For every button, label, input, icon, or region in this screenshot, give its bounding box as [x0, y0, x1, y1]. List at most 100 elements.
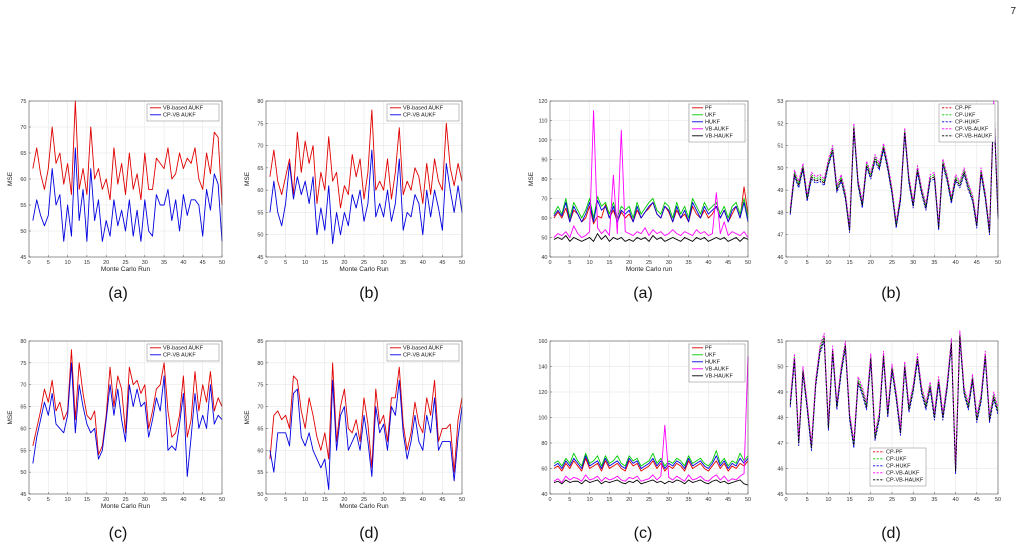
y-tick-label: 100 [538, 416, 547, 422]
series-line-cp-vb-aukf [789, 100, 999, 229]
y-tick-label: 140 [538, 365, 547, 371]
y-tick-label: 47 [777, 233, 783, 239]
x-tick-label: 5 [568, 260, 571, 266]
y-tick-label: 60 [257, 448, 263, 454]
y-tick-label: 85 [257, 339, 263, 345]
x-tick-label: 15 [847, 497, 853, 503]
legend-label: VB-AUKF [705, 127, 729, 133]
x-tick-label: 30 [666, 260, 672, 266]
x-axis-label: Monte Carlo Run [101, 503, 151, 510]
y-tick-label: 55 [20, 448, 26, 454]
y-tick-label: 60 [257, 188, 263, 194]
x-axis-label: Monte Carlo Run [101, 266, 151, 273]
legend-box [386, 343, 460, 362]
x-tick-label: 20 [626, 497, 632, 503]
x-tick-label: 50 [459, 260, 465, 266]
x-tick-label: 15 [84, 260, 90, 266]
legend-box [386, 103, 460, 122]
x-tick-label: 0 [548, 260, 551, 266]
y-tick-label: 70 [257, 405, 263, 411]
x-tick-label: 35 [161, 497, 167, 503]
legend-label: CP-VB AUKF [403, 113, 436, 119]
x-tick-label: 5 [568, 497, 571, 503]
y-tick-label: 80 [257, 361, 263, 367]
x-tick-label: 15 [606, 497, 612, 503]
figure-caption: (a) [633, 285, 653, 302]
x-tick-label: 40 [420, 260, 426, 266]
figure-caption: (a) [108, 285, 128, 302]
x-tick-label: 40 [953, 260, 959, 266]
x-tick-label: 20 [868, 260, 874, 266]
y-tick-label: 55 [257, 210, 263, 216]
x-tick-label: 10 [587, 497, 593, 503]
y-tick-label: 70 [257, 144, 263, 150]
legend-label: VB-HAUKF [705, 134, 733, 140]
x-tick-label: 45 [974, 260, 980, 266]
x-tick-label: 35 [400, 260, 406, 266]
x-tick-label: 10 [825, 497, 831, 503]
y-tick-label: 65 [20, 151, 26, 157]
x-tick-label: 25 [646, 497, 652, 503]
legend-label: VB-based AUKF [163, 346, 204, 352]
y-tick-label: 70 [541, 197, 547, 203]
x-tick-label: 25 [646, 260, 652, 266]
figure-caption: (c) [109, 525, 128, 542]
series-line-vb-aukf [553, 110, 749, 238]
legend-box [146, 343, 220, 362]
x-tick-label: 25 [361, 497, 367, 503]
x-tick-label: 45 [439, 497, 445, 503]
x-tick-label: 30 [381, 497, 387, 503]
x-tick-label: 35 [686, 497, 692, 503]
y-tick-label: 50 [257, 492, 263, 498]
legend-label: CP-PF [955, 106, 972, 112]
x-axis-label: Monte Carlo Run [339, 503, 389, 510]
x-tick-label: 20 [341, 497, 347, 503]
y-tick-label: 45 [20, 492, 26, 498]
legend-label: CP-VB-HAUKF [886, 478, 924, 484]
y-tick-label: 60 [541, 467, 547, 473]
legend-label: CP-UKF [955, 113, 976, 119]
y-tick-label: 45 [777, 492, 783, 498]
series-line-hukf [553, 199, 749, 223]
x-tick-label: 5 [806, 260, 809, 266]
legend-label: CP-VB-AUKF [955, 127, 989, 133]
legend-label: UKF [705, 353, 717, 359]
y-tick-label: 50 [777, 365, 783, 371]
series-line-cp-vb-aukf [32, 147, 223, 242]
y-tick-label: 40 [541, 255, 547, 261]
series-line-cp-vb-aukf [269, 379, 463, 491]
legend-label: VB-HAUKF [705, 374, 733, 380]
x-tick-label: 40 [953, 497, 959, 503]
legend-label: CP-HUKF [955, 120, 980, 126]
y-tick-label: 110 [539, 119, 548, 125]
x-tick-label: 20 [868, 497, 874, 503]
x-tick-label: 10 [825, 260, 831, 266]
series-line-vb-aukf [553, 356, 749, 483]
x-tick-label: 50 [219, 260, 225, 266]
y-tick-label: 50 [777, 166, 783, 172]
y-tick-label: 49 [777, 390, 783, 396]
x-tick-label: 50 [745, 497, 751, 503]
x-tick-label: 50 [219, 497, 225, 503]
series-line-cp-hukf [789, 107, 999, 236]
y-tick-label: 48 [777, 210, 783, 216]
x-tick-label: 35 [400, 497, 406, 503]
x-tick-label: 25 [361, 260, 367, 266]
x-tick-label: 0 [784, 497, 787, 503]
page-number: 7 [1010, 6, 1016, 17]
y-tick-label: 51 [777, 339, 783, 345]
y-tick-label: 60 [20, 426, 26, 432]
y-tick-label: 65 [257, 166, 263, 172]
y-tick-label: 65 [20, 405, 26, 411]
x-axis-label: Monte Carlo run [626, 266, 673, 273]
series-line-vb-haukf [553, 233, 749, 242]
y-tick-label: 75 [20, 99, 26, 105]
x-tick-label: 40 [705, 260, 711, 266]
y-tick-label: 80 [20, 339, 26, 345]
legend-label: PF [705, 106, 713, 112]
y-tick-label: 80 [257, 99, 263, 105]
x-tick-label: 10 [65, 497, 71, 503]
y-axis-label: MSE [7, 410, 14, 425]
x-tick-label: 25 [122, 260, 128, 266]
